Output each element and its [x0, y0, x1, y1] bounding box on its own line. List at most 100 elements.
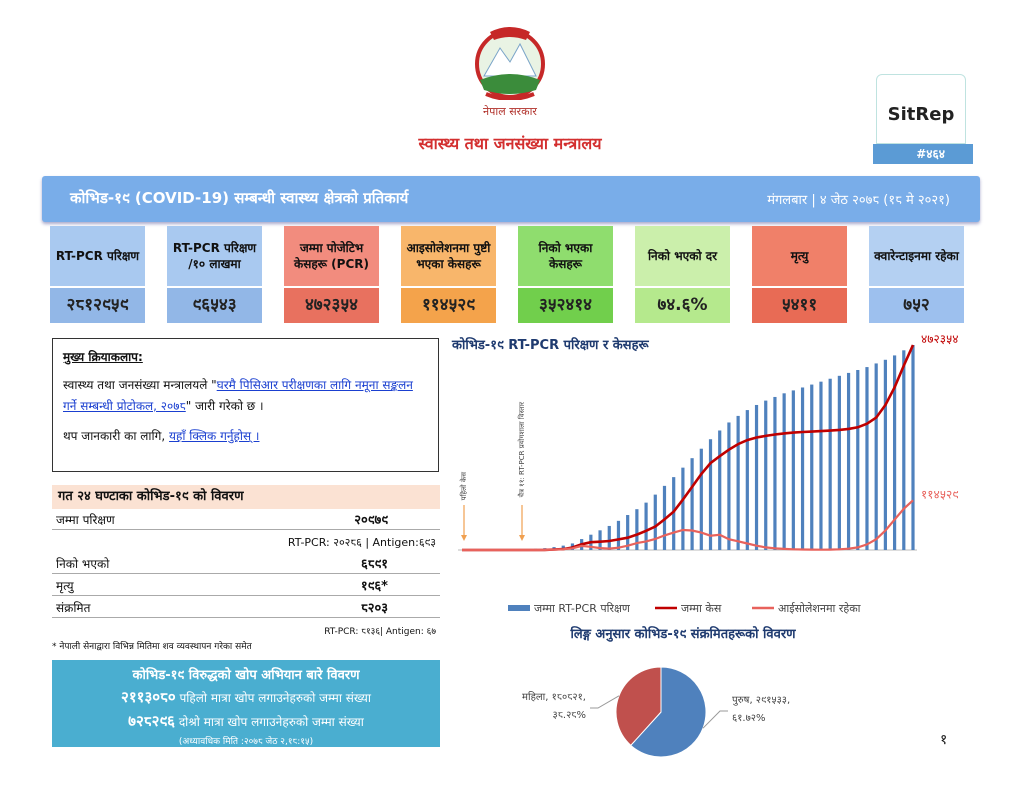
card-value: ९६५४३ [167, 288, 262, 323]
summary-card: आइसोलेशनमा पुष्टी भएका केसहरू ११४५२९ [401, 226, 496, 323]
chart-title: लिङ्ग अनुसार कोभिड-१९ संक्रमितहरूको विवर… [569, 626, 796, 642]
table-row: मृत्यु १९६* [52, 576, 440, 596]
leader-line [702, 710, 728, 729]
count: ७२८२९६ [128, 712, 175, 730]
bar [616, 520, 621, 550]
bar [828, 378, 832, 550]
bar [764, 400, 768, 550]
bar [754, 404, 759, 550]
card-label: आइसोलेशनमा पुष्टी भएका केसहरू [401, 226, 496, 286]
bar [681, 467, 685, 550]
annotation-arrowhead [461, 535, 467, 541]
bar [810, 384, 814, 550]
legend-swatch [508, 605, 530, 611]
last-24h-title: गत २४ घण्टाका कोभिड-१९ को विवरण [52, 485, 440, 509]
bar [911, 345, 915, 550]
line [462, 344, 915, 552]
updated-note: (अध्यावधिक मिति :२०७८ जेठ २,१८:१५) [178, 737, 314, 747]
annotation: चैत्र ११: RT-PCR प्रयोगशाला विस्तार [517, 402, 526, 497]
banner-title: कोभिड-१९ (COVID-19) सम्बन्धी स्वास्थ्य क… [70, 189, 409, 207]
banner: कोभिड-१९ (COVID-19) सम्बन्धी स्वास्थ्य क… [42, 176, 980, 222]
count: २११३०८० [121, 688, 176, 706]
vaccination-box: कोभिड-१९ विरुद्धको खोप अभियान बारे विवरण… [52, 660, 440, 747]
government-name: नेपाल सरकार [483, 105, 537, 118]
table-row: जम्मा परिक्षण २०९७९ [52, 510, 440, 530]
sitrep-badge: SitRep [876, 74, 966, 144]
activities-paragraph: स्वास्थ्य तथा जनसंख्या मन्त्रालयले "घरमै… [63, 375, 428, 416]
card-label: मृत्यु [752, 226, 847, 286]
summary-card: RT-PCR परिक्षण /१० लाखमा ९६५४३ [167, 226, 262, 323]
infected-breakdown: RT-PCR: ८१३६| Antigen: ६७ [324, 627, 436, 637]
bar [819, 381, 823, 550]
summary-card: RT-PCR परिक्षण २८१२९५९ [50, 226, 145, 323]
activities-paragraph: थप जानकारी का लागि, यहाँ क्लिक गर्नुहोस्… [63, 426, 428, 446]
chart-title: कोभिड-१९ RT-PCR परिक्षण र केसहरू [451, 337, 649, 353]
row-label: जम्मा परिक्षण [56, 513, 115, 527]
pie-label: महिला, १८०८२१, [522, 691, 586, 703]
text: " जारी गरेको छ । [185, 398, 264, 413]
pie-label: पुरुष, २९१५३३, [732, 695, 790, 706]
table-row: संक्रमित ८२०३ [52, 598, 440, 618]
row-value: ८२०३ [360, 601, 388, 616]
pie-slice [615, 666, 662, 747]
bar [727, 422, 731, 550]
bar [892, 355, 897, 550]
bar [644, 502, 648, 550]
bar [782, 393, 786, 550]
bar [607, 525, 611, 550]
protocol-link[interactable]: घरमै पिसिआर परीक्षणका लागि नमूना सङ्कलन … [63, 378, 413, 413]
pie-label: ३८.२८% [553, 710, 586, 721]
row-value: २०९७९ [354, 513, 388, 528]
card-label: RT-PCR परिक्षण [50, 226, 145, 286]
text: पहिलो मात्रा खोप लगाउनेहरुको जम्मा संख्य… [179, 691, 371, 705]
bar [626, 515, 630, 550]
summary-card: निको भएको दर ७४.६% [635, 226, 730, 323]
bar [708, 439, 713, 550]
row-label: मृत्यु [56, 579, 74, 593]
table-row: निको भएको ६८९१ [52, 554, 440, 574]
bar [791, 390, 795, 550]
activities-heading: मुख्य क्रियाकलाप: [63, 350, 143, 364]
card-value: ७४.६% [635, 288, 730, 323]
annotation: पहिलो केस [459, 472, 468, 501]
ministry-name: स्वास्थ्य तथा जनसंख्या मन्त्रालय [418, 134, 602, 153]
text: स्वास्थ्य तथा जनसंख्या मन्त्रालयले " [63, 378, 217, 393]
tests-breakdown: RT-PCR: २०२८६ | Antigen:६९३ [287, 536, 436, 549]
first-dose: २११३०८० पहिलो मात्रा खोप लगाउनेहरुको जम्… [52, 687, 440, 707]
legend-label: जम्मा केस [681, 602, 722, 615]
data-label: ४७२३५४ [921, 332, 958, 346]
vaccination-title: कोभिड-१९ विरुद्धको खोप अभियान बारे विवरण [132, 668, 360, 683]
bar [672, 477, 676, 550]
summary-card: क्वारेन्टाइनमा रहेका ७५२ [869, 226, 964, 323]
bar [846, 372, 851, 550]
row-value: ६८९१ [360, 557, 388, 572]
leader-line [590, 695, 620, 709]
activities-box: मुख्य क्रियाकलाप: स्वास्थ्य तथा जनसंख्या… [52, 338, 439, 472]
bar [690, 458, 694, 550]
card-value: ४७२३५४ [284, 288, 379, 323]
banner-date: मंगलबार | ४ जेठ २०७८ (१८ मे २०२१) [767, 193, 950, 208]
second-dose: ७२८२९६ दोश्रो मात्रा खोप लगाउनेहरुको जम्… [52, 711, 440, 731]
card-value: ३५२४१४ [518, 288, 613, 323]
more-info-link[interactable]: यहाँ क्लिक गर्नुहोस् । [169, 429, 260, 444]
text: दोश्रो मात्रा खोप लगाउनेहरुको जम्मा संख्… [178, 715, 364, 729]
card-label: निको भएको दर [635, 226, 730, 286]
bar [865, 367, 869, 550]
emblem [475, 27, 545, 100]
summary-card: जम्मा पोजेटिभ केसहरू (PCR) ४७२३५४ [284, 226, 379, 323]
bar [800, 387, 805, 550]
card-value: ११४५२९ [401, 288, 496, 323]
bar [773, 396, 777, 550]
pie-label: ६१.७२% [732, 713, 765, 724]
card-label: RT-PCR परिक्षण /१० लाखमा [167, 226, 262, 286]
bar [635, 509, 639, 550]
bar [653, 494, 657, 550]
bar [598, 530, 602, 550]
summary-card: निको भएका केसहरू ३५२४१४ [518, 226, 613, 323]
card-label: निको भएका केसहरू [518, 226, 613, 286]
line [462, 499, 914, 552]
bar [745, 410, 749, 550]
